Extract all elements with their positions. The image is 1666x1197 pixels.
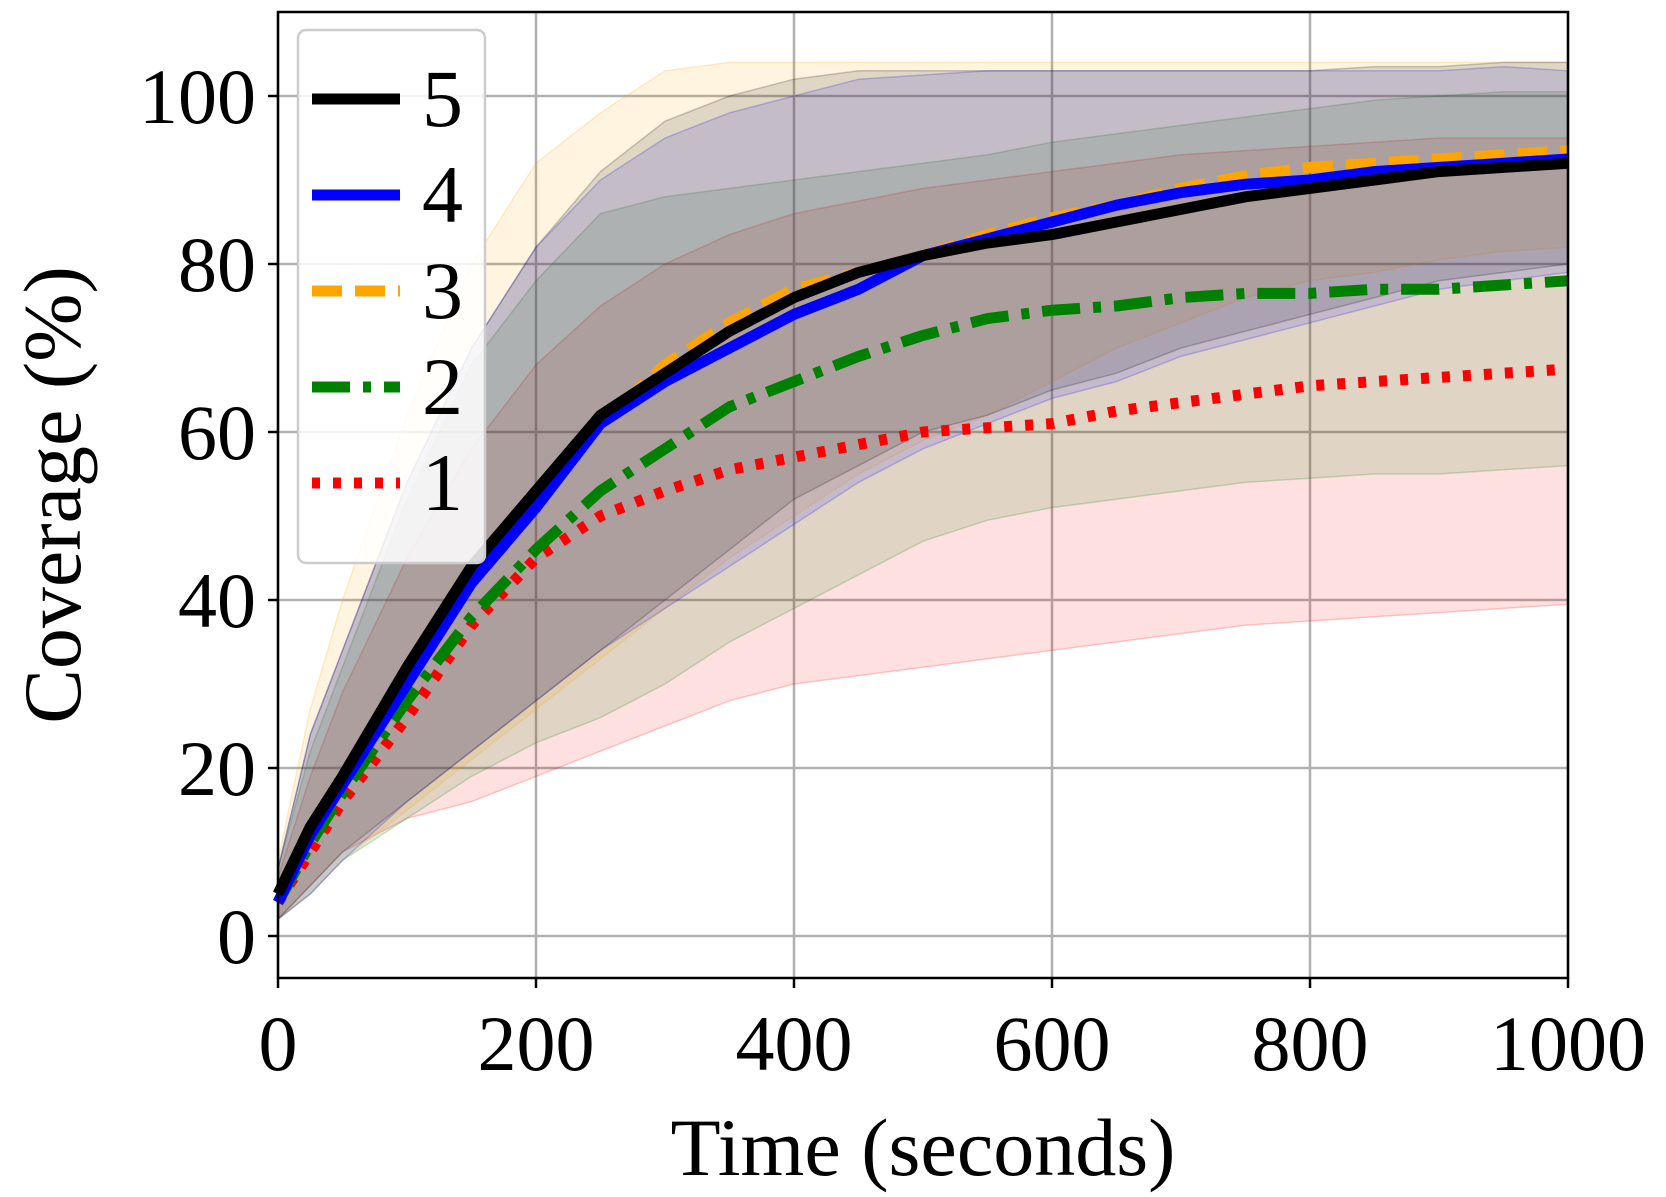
axis-ticks: 0 200 400 600 800 1000 0 20 40 60 80 100 <box>139 53 1646 1087</box>
legend-label-2: 2 <box>422 341 463 432</box>
y-tick-label: 100 <box>139 53 256 140</box>
line-series-5 <box>273 157 1569 897</box>
x-tick-label: 1000 <box>1490 1000 1646 1087</box>
line-series-1 <box>273 363 1569 906</box>
series-lines <box>273 145 1569 906</box>
x-tick-label: 0 <box>259 1000 298 1087</box>
y-tick-label: 60 <box>178 389 256 476</box>
legend-label-4: 4 <box>422 149 463 240</box>
legend-box <box>296 28 487 565</box>
y-tick-label: 20 <box>178 725 256 812</box>
x-axis-label: Time (seconds) <box>671 1102 1176 1193</box>
x-tick-label: 400 <box>736 1000 853 1087</box>
y-tick-label: 80 <box>178 221 256 308</box>
x-tick-label: 600 <box>994 1000 1111 1087</box>
legend-label-3: 3 <box>422 245 463 336</box>
line-series-4 <box>273 153 1569 905</box>
y-tick-label: 40 <box>178 557 256 644</box>
legend-label-1: 1 <box>422 437 463 528</box>
legend-label-5: 5 <box>422 53 463 144</box>
confidence-bands <box>277 61 1569 922</box>
y-tick-label: 0 <box>217 893 256 980</box>
x-tick-label: 800 <box>1252 1000 1369 1087</box>
plot-frame <box>276 10 1570 980</box>
x-tick-label: 200 <box>478 1000 595 1087</box>
line-series-2 <box>273 275 1569 906</box>
y-axis-label: Coverage (%) <box>7 266 98 724</box>
